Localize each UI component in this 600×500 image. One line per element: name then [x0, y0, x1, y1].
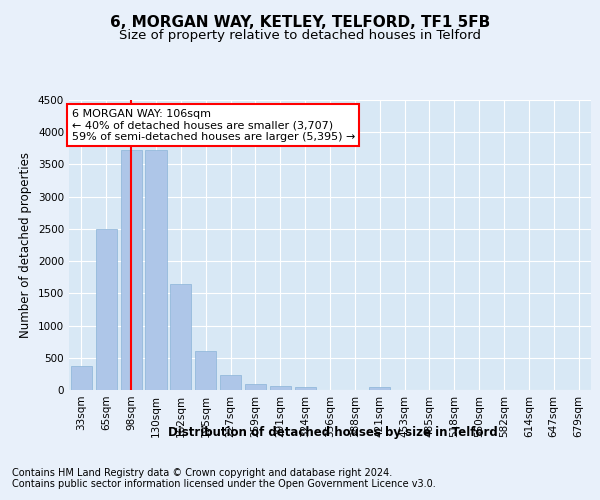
Y-axis label: Number of detached properties: Number of detached properties: [19, 152, 32, 338]
Bar: [220, 374, 241, 390]
Bar: [121, 150, 142, 390]
Text: Size of property relative to detached houses in Telford: Size of property relative to detached ho…: [119, 30, 481, 43]
Text: Distribution of detached houses by size in Telford: Distribution of detached houses by size …: [168, 426, 498, 439]
Bar: [195, 352, 216, 390]
Bar: [369, 387, 390, 390]
Bar: [96, 229, 117, 390]
Bar: [145, 150, 167, 390]
Text: 6, MORGAN WAY, KETLEY, TELFORD, TF1 5FB: 6, MORGAN WAY, KETLEY, TELFORD, TF1 5FB: [110, 15, 490, 30]
Bar: [170, 284, 191, 390]
Bar: [245, 384, 266, 390]
Bar: [71, 366, 92, 390]
Text: Contains HM Land Registry data © Crown copyright and database right 2024.: Contains HM Land Registry data © Crown c…: [12, 468, 392, 477]
Bar: [295, 387, 316, 390]
Bar: [270, 386, 291, 390]
Text: 6 MORGAN WAY: 106sqm
← 40% of detached houses are smaller (3,707)
59% of semi-de: 6 MORGAN WAY: 106sqm ← 40% of detached h…: [71, 108, 355, 142]
Text: Contains public sector information licensed under the Open Government Licence v3: Contains public sector information licen…: [12, 479, 436, 489]
